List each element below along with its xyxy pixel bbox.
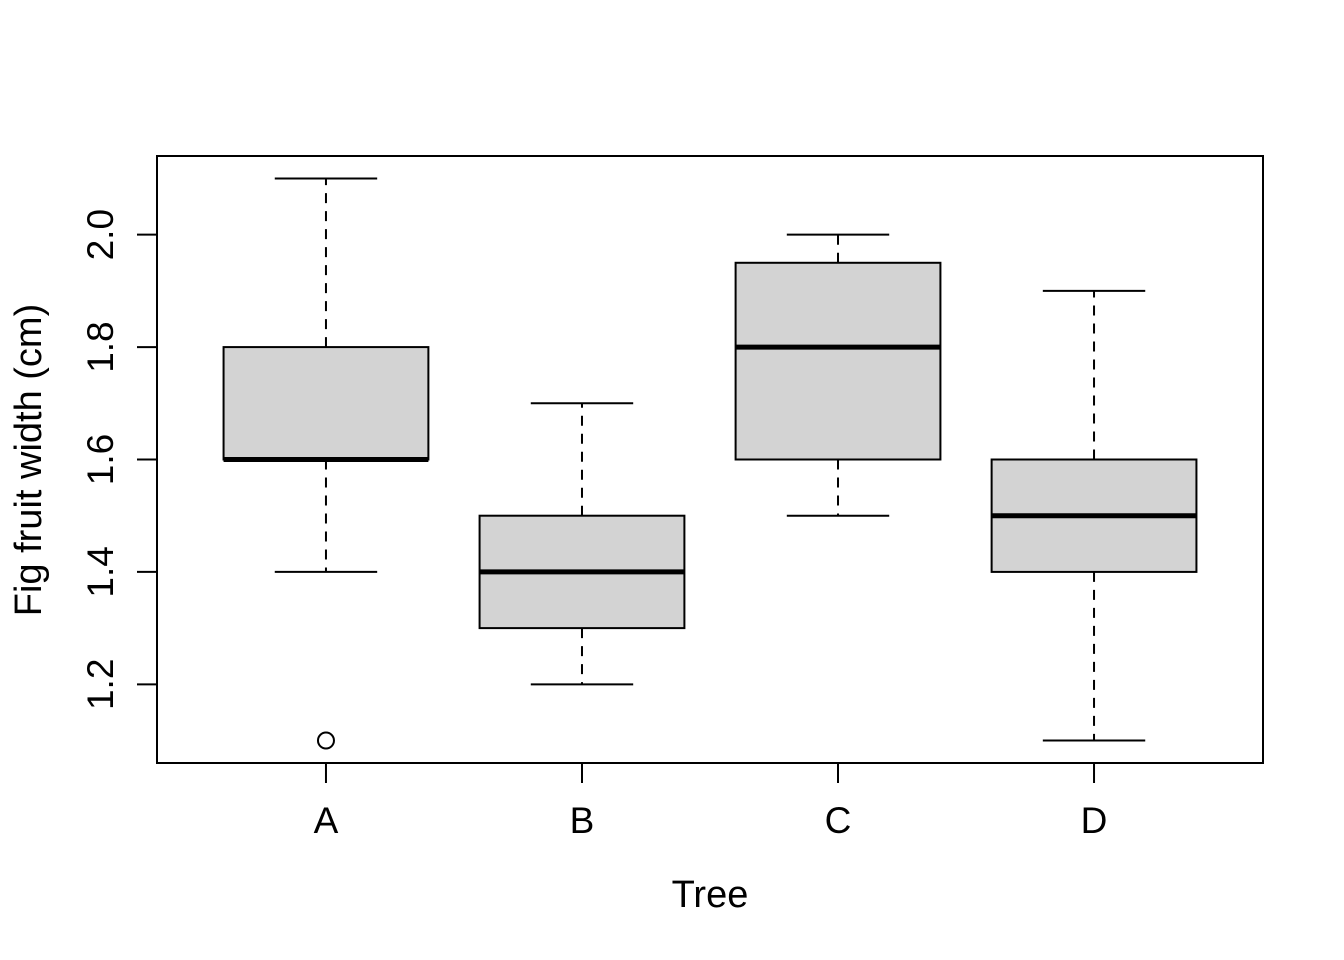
iqr-box (734, 261, 942, 461)
x-axis-title: Tree (671, 874, 749, 916)
x-tick-label-b: B (570, 800, 595, 841)
y-tick-label: 2.0 (80, 209, 121, 260)
y-tick-label: 1.2 (80, 659, 121, 710)
y-tick-label: 1.6 (80, 434, 121, 485)
iqr-box (222, 346, 430, 461)
box-b (478, 402, 686, 686)
y-tick-label: 1.4 (80, 546, 121, 597)
x-tick-label-c: C (825, 800, 852, 841)
box-a (222, 177, 430, 750)
outlier-point (316, 731, 335, 750)
y-tick-label: 1.8 (80, 321, 121, 372)
x-tick-label-d: D (1081, 800, 1108, 841)
x-tick-label-a: A (314, 800, 339, 841)
y-axis-title: Fig fruit width (cm) (8, 303, 50, 617)
box-c (734, 233, 942, 517)
box-d (990, 289, 1198, 742)
